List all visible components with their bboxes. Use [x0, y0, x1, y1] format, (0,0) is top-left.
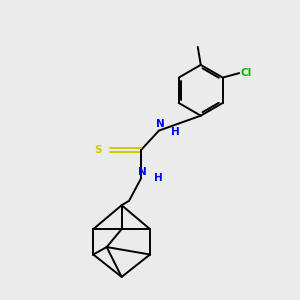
Text: H: H	[154, 173, 162, 183]
Text: N: N	[156, 119, 164, 129]
Text: H: H	[172, 127, 180, 137]
Text: N: N	[138, 167, 147, 177]
Text: Cl: Cl	[240, 68, 251, 78]
Text: S: S	[94, 145, 101, 155]
